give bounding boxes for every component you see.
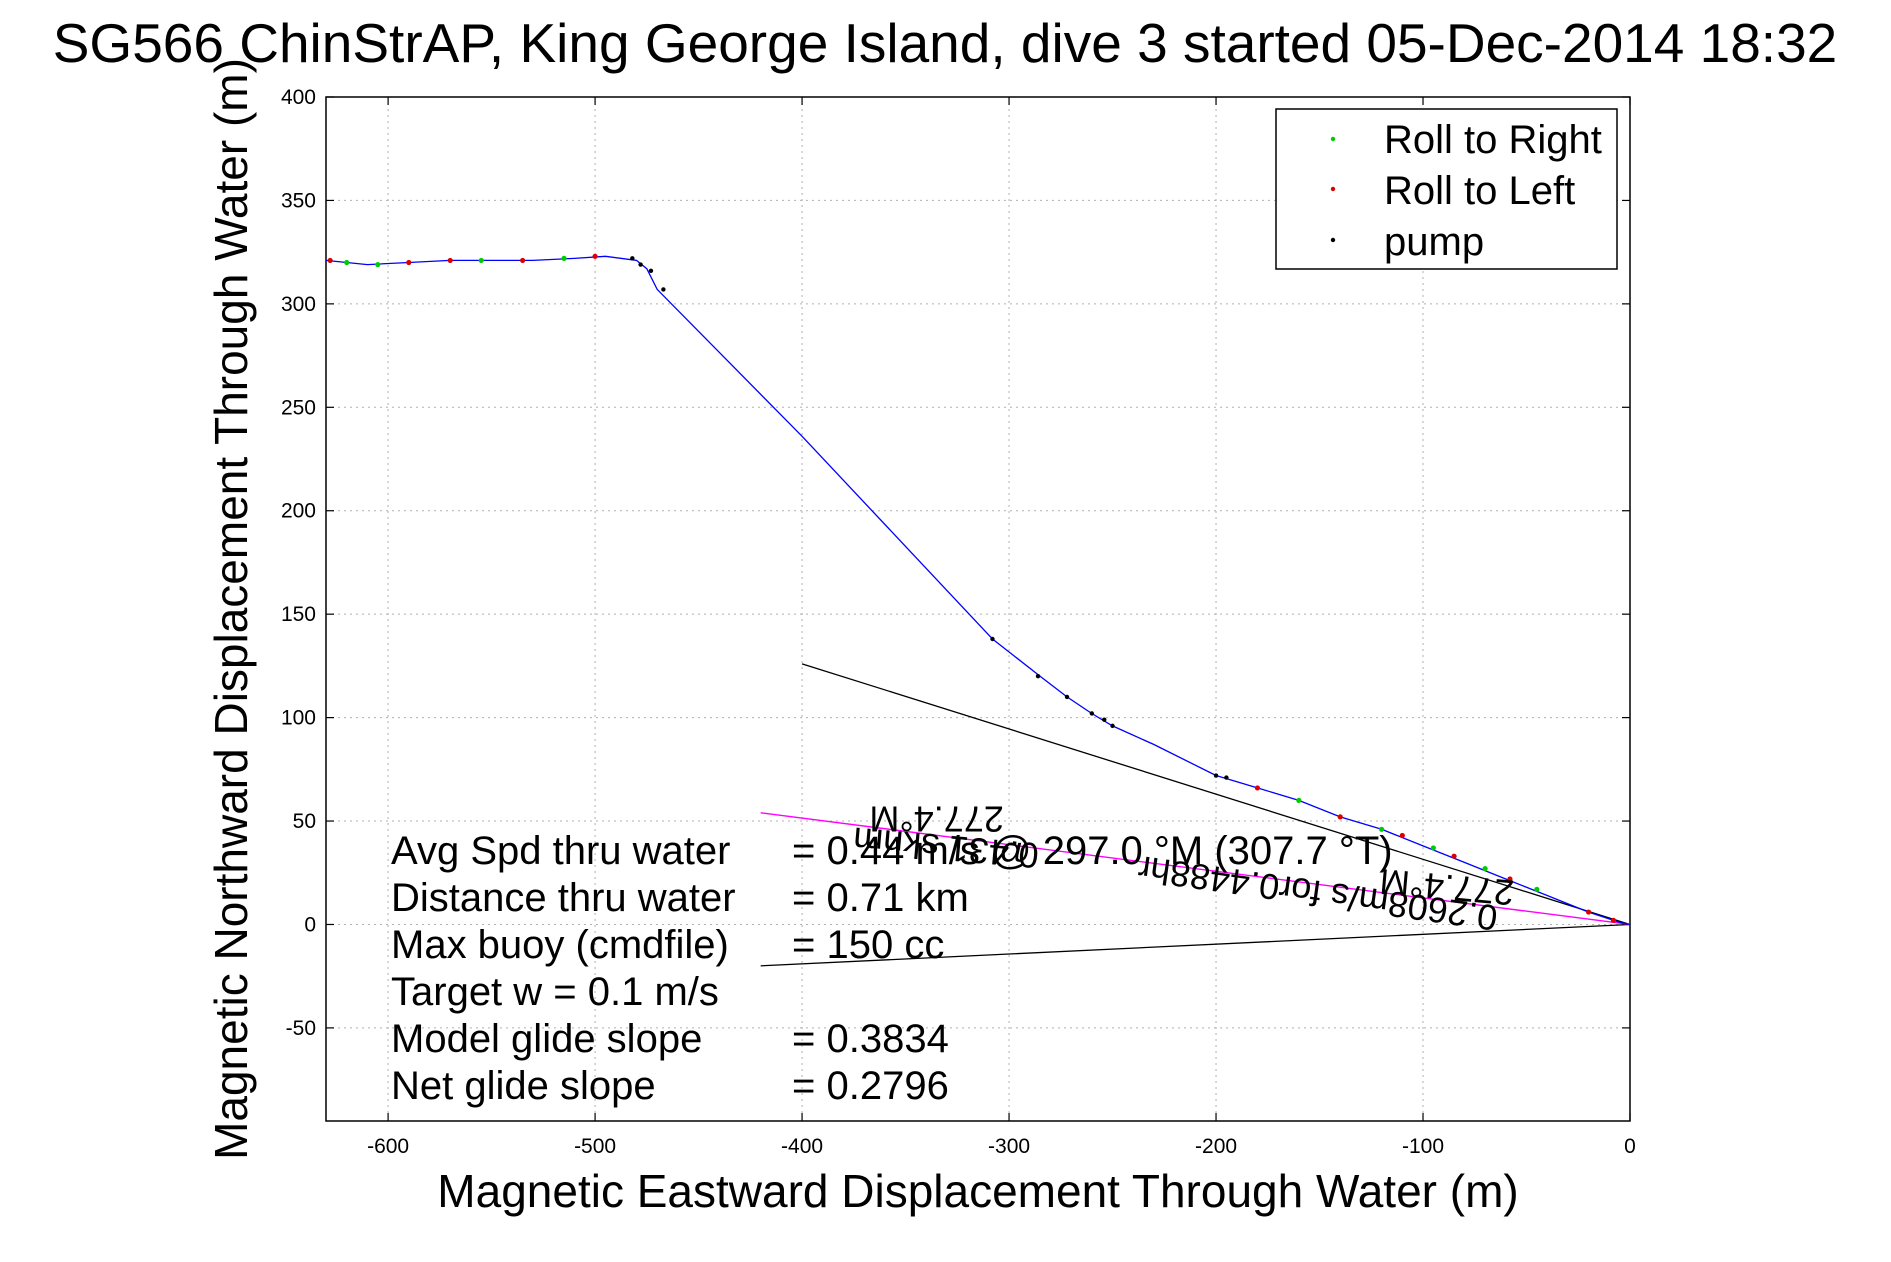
y-tick-label: 0 [304, 913, 316, 936]
roll-right-point [478, 257, 484, 264]
track-layer [325, 255, 1631, 926]
y-tick-label: 350 [281, 189, 316, 212]
info-label: Model glide slope [391, 1017, 702, 1061]
info-value: = 0.44 m/s @ 297.0 °M (307.7 °T) [792, 829, 1393, 873]
y-tick-label: 200 [281, 500, 316, 523]
roll-left-point [1399, 832, 1405, 839]
pump-point [1035, 674, 1041, 679]
x-tick-label: -200 [1195, 1135, 1237, 1158]
roll-left-point [327, 257, 333, 264]
roll-right-point [344, 259, 350, 266]
roll-left-point [1586, 909, 1592, 915]
reference-line [760, 923, 1631, 967]
info-label: Max buoy (cmdfile) [391, 923, 729, 967]
x-tick-label: -600 [367, 1135, 409, 1158]
x-tick-label: -500 [574, 1135, 616, 1158]
legend-label-pump: pump [1384, 220, 1484, 264]
roll-right-point [1534, 886, 1540, 892]
pump-point [1102, 717, 1107, 722]
roll-left-point [1254, 785, 1261, 791]
current-line [760, 812, 1631, 926]
axis-ticks: -600 -500 -400 -300 -200 -100 0-50050100150200… [281, 86, 1636, 1158]
y-tick-label: 50 [293, 810, 316, 833]
x-axis-label: Magnetic Eastward Displacement Through W… [437, 1165, 1518, 1217]
roll-left-point [1610, 917, 1617, 923]
pump-point [1213, 773, 1219, 778]
info-value: = 0.2796 [792, 1064, 949, 1108]
roll-right-point [1482, 866, 1488, 872]
roll-left-point [447, 257, 453, 264]
roll-right-point [1430, 845, 1436, 851]
annotation-label: 277.4°M [869, 799, 1003, 840]
roll-left-point [1337, 814, 1343, 820]
legend-label-roll-left: Roll to Left [1384, 169, 1575, 213]
grid-lines [326, 97, 1630, 1121]
roll-left-point [406, 259, 412, 266]
pump-point [1089, 711, 1095, 716]
y-axis-label: Magnetic Northward Displacement Through … [205, 58, 257, 1160]
pump-point [638, 262, 643, 267]
y-tick-label: 250 [281, 396, 316, 419]
roll-left-point [520, 257, 526, 264]
legend-marker-pump [1330, 237, 1336, 243]
pump-point [630, 256, 635, 261]
x-tick-label: -100 [1402, 1135, 1444, 1158]
roll-left-point [1451, 853, 1457, 859]
info-label: Avg Spd thru water [391, 829, 730, 873]
legend-label-roll-right: Roll to Right [1384, 118, 1602, 162]
marker-layer [327, 253, 1617, 923]
roll-left-point [592, 253, 598, 259]
info-label: Target w = 0.1 m/s [391, 970, 719, 1014]
info-label: Net glide slope [391, 1064, 656, 1108]
legend-marker-roll-left [1330, 186, 1336, 192]
y-tick-label: 150 [281, 603, 316, 626]
roll-right-point [561, 255, 567, 261]
reference-line [801, 663, 1631, 926]
pump-point [1224, 775, 1229, 780]
roll-right-point [1296, 797, 1302, 803]
chart-title: SG566 ChinStrAP, King George Island, div… [53, 12, 1838, 74]
pump-point [661, 287, 666, 292]
info-panel: Avg Spd thru water = 0.44 m/s @ 297.0 °M … [391, 829, 1393, 1108]
legend: Roll to Right Roll to Left pump [1275, 108, 1618, 270]
legend-marker-roll-right [1330, 136, 1336, 142]
roll-right-point [1379, 826, 1385, 832]
pump-point [1110, 723, 1115, 729]
roll-right-point [375, 261, 381, 268]
pump-point [990, 636, 995, 642]
track-line [325, 255, 1631, 926]
y-tick-label: -50 [286, 1017, 316, 1040]
info-value: = 0.3834 [792, 1017, 949, 1061]
pump-point [1064, 694, 1070, 700]
y-tick-label: 300 [281, 293, 316, 316]
reference-lines [760, 663, 1631, 967]
y-tick-label: 100 [281, 707, 316, 730]
info-value: = 0.71 km [792, 876, 969, 920]
y-tick-label: 400 [281, 86, 316, 109]
x-tick-label: -300 [988, 1135, 1030, 1158]
info-value: = 150 cc [792, 923, 944, 967]
info-label: Distance thru water [391, 876, 736, 920]
x-tick-label: -400 [781, 1135, 823, 1158]
pump-point [648, 268, 654, 273]
x-tick-label: 0 [1624, 1135, 1636, 1158]
roll-left-point [1507, 876, 1513, 882]
